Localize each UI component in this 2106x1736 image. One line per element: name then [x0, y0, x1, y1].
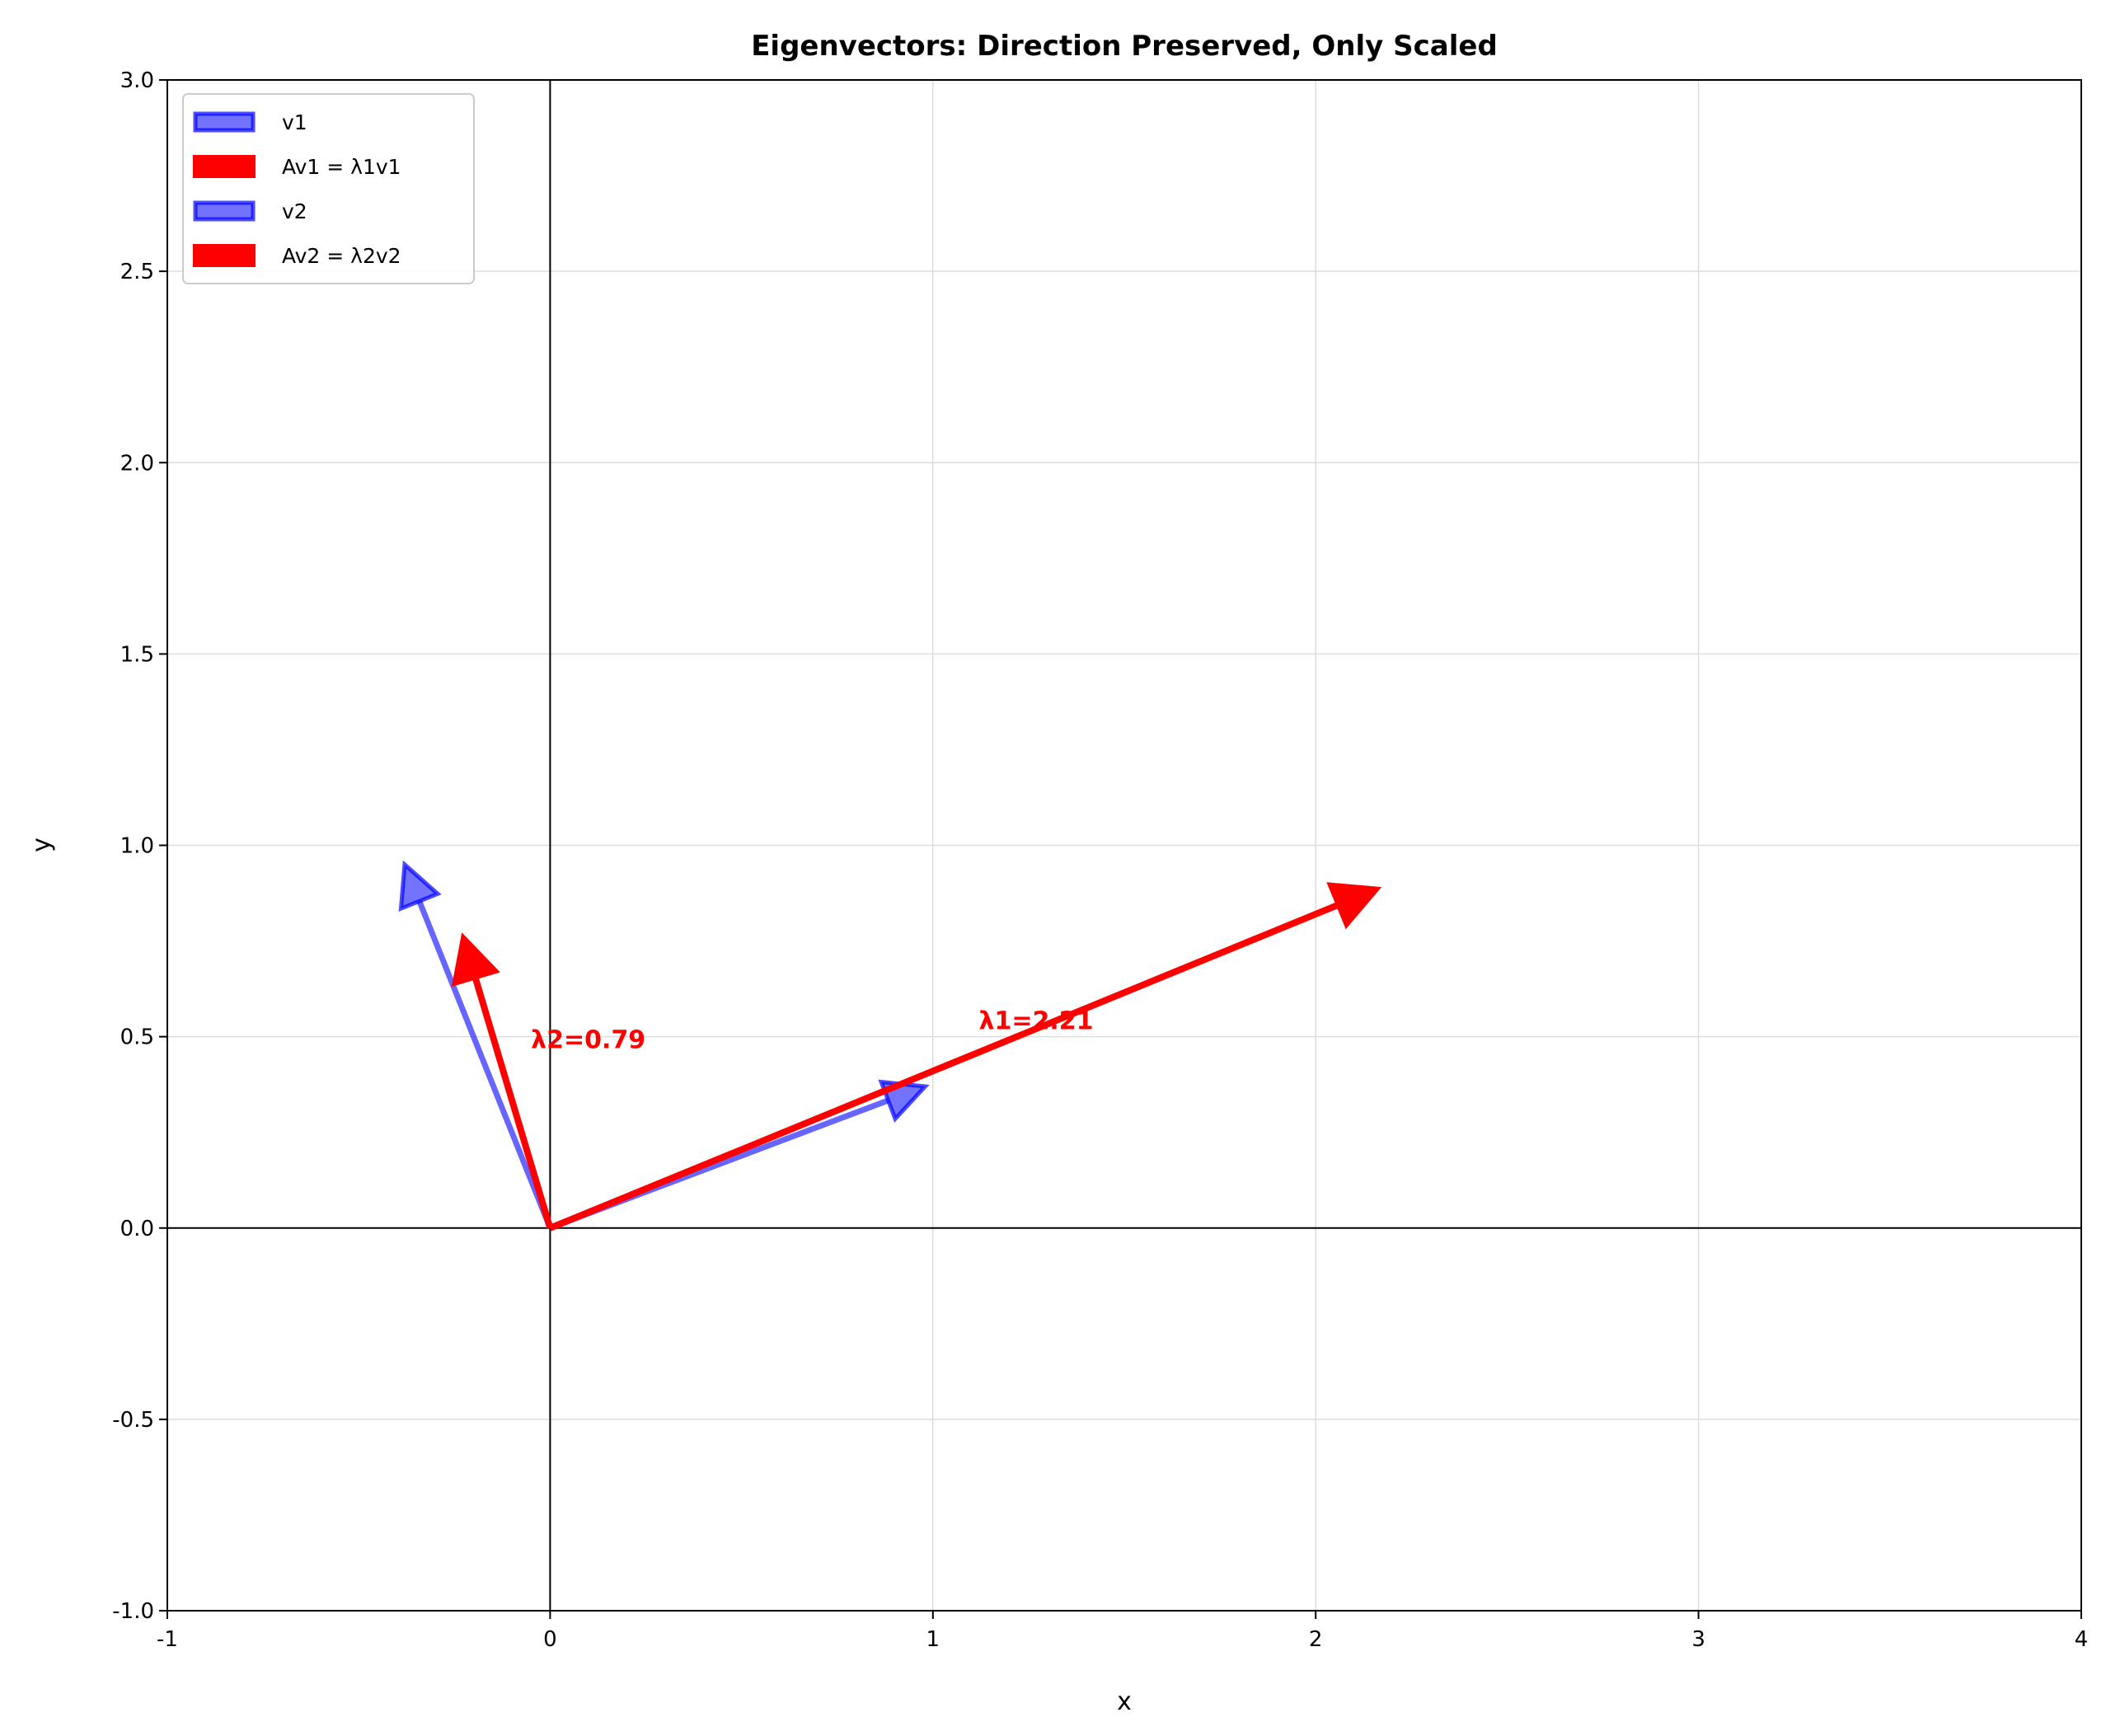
legend-swatch [193, 111, 256, 133]
x-tick-label: 2 [1309, 1627, 1323, 1652]
zero-axis-lines [167, 80, 2081, 1611]
y-tick-label: 0.5 [120, 1025, 154, 1050]
legend-label: v1 [282, 110, 307, 134]
y-tick-label: 2.5 [120, 260, 154, 284]
y-tick-label: 3.0 [120, 68, 154, 93]
legend: v1 Av1 = λ1v1 v2 Av2 = λ2v2 [182, 93, 475, 284]
legend-box [182, 93, 475, 284]
arrow-av2 [451, 932, 554, 1229]
x-tick-label: 0 [543, 1627, 557, 1652]
eigenvalue-annotations: λ1=2.21 λ2=0.79 [531, 1006, 1093, 1054]
y-tick-label: 1.0 [120, 834, 154, 859]
y-axis-label: y [27, 838, 56, 852]
x-tick-label: 4 [2075, 1627, 2089, 1652]
legend-swatch [193, 200, 256, 222]
eigenvalue-label: λ2=0.79 [531, 1026, 645, 1055]
y-tick-label: -0.5 [112, 1408, 154, 1433]
legend-label: Av2 = λ2v2 [282, 244, 401, 268]
x-axis-label: x [1117, 1687, 1132, 1716]
arrow-shaft [472, 978, 554, 1229]
arrow-shaft [548, 902, 1339, 1232]
arrow-head [1326, 882, 1382, 930]
vector-arrows [398, 860, 1382, 1232]
grid [167, 79, 2082, 1612]
x-tick-label: -1 [157, 1627, 178, 1652]
legend-swatch [193, 155, 256, 178]
legend-label: Av1 = λ1v1 [282, 155, 401, 179]
y-tick-label: -1.0 [112, 1599, 154, 1624]
axis-ticks: -1 0 1 2 3 4 -1.0 -0.5 0.0 0.5 1.0 1.5 2.0 2.5 3.0 [112, 68, 2088, 1652]
y-tick-label: 0.0 [120, 1217, 154, 1241]
arrow-head [398, 860, 442, 913]
arrow-v2 [398, 860, 553, 1230]
arrow-shaft [416, 899, 553, 1230]
x-tick-label: 3 [1691, 1627, 1705, 1652]
legend-label: v2 [282, 199, 307, 223]
x-tick-label: 1 [926, 1627, 940, 1652]
y-tick-label: 2.0 [120, 451, 154, 476]
legend-swatch [193, 244, 256, 267]
chart-title: Eigenvectors: Direction Preserved, Only … [751, 30, 1498, 63]
eigenvalue-label: λ1=2.21 [979, 1006, 1094, 1035]
arrow-av1 [548, 882, 1382, 1232]
arrow-head [451, 932, 500, 988]
y-tick-label: 1.5 [120, 642, 154, 667]
